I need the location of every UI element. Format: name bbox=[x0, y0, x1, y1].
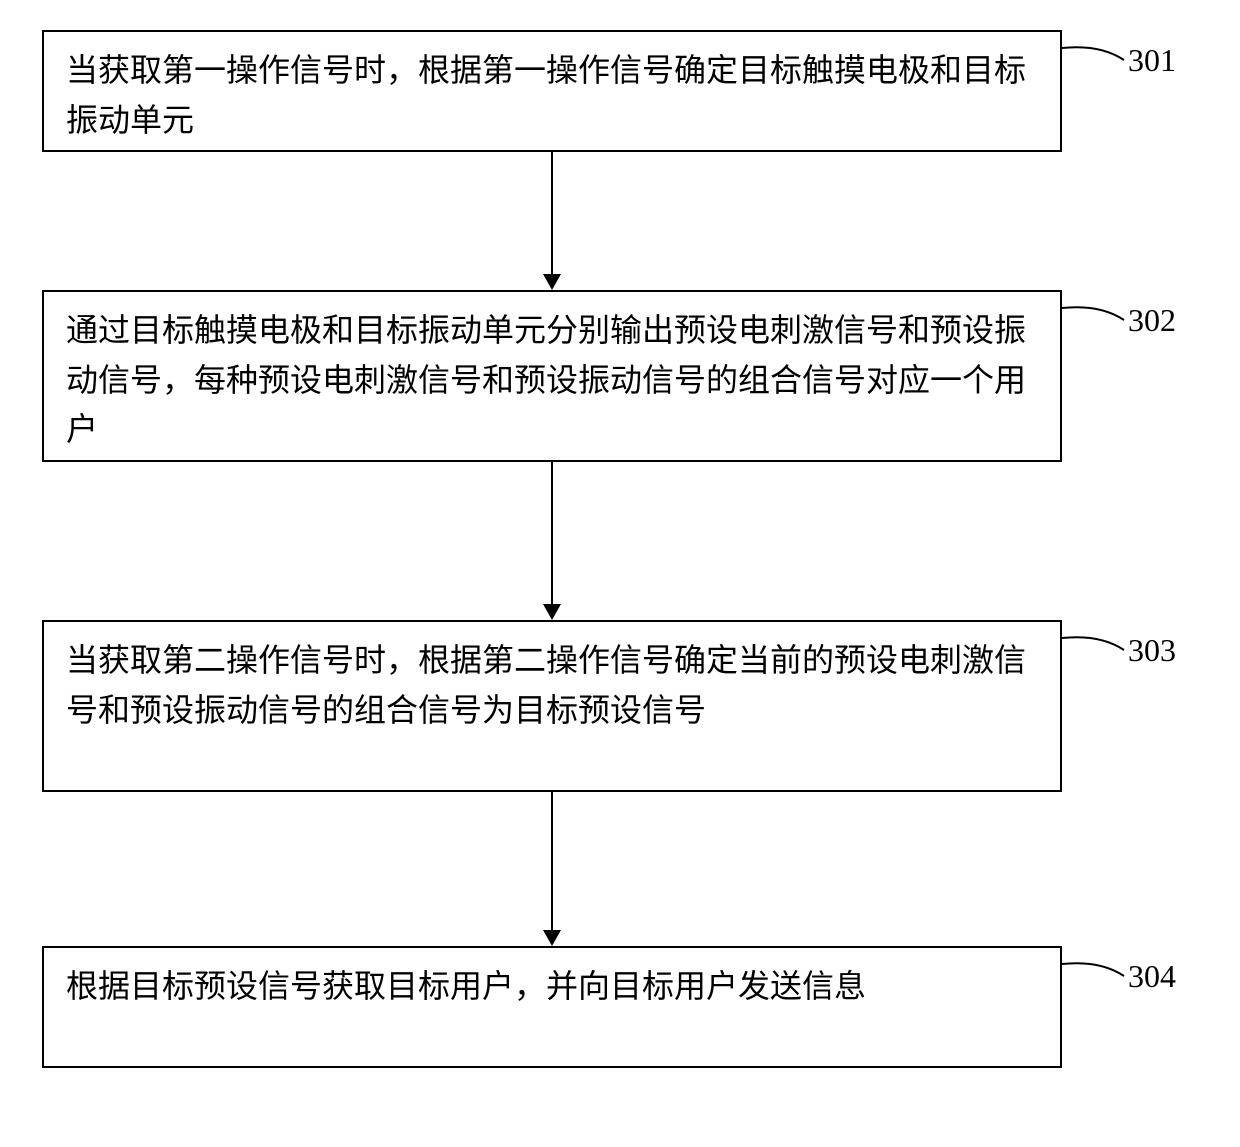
arrow-line bbox=[551, 462, 553, 606]
arrow-head-icon bbox=[543, 930, 561, 946]
arrow-line bbox=[551, 792, 553, 932]
step-text: 根据目标预设信号获取目标用户，并向目标用户发送信息 bbox=[66, 968, 866, 1004]
arrow-line bbox=[551, 152, 553, 276]
step-text: 通过目标触摸电极和目标振动单元分别输出预设电刺激信号和预设振动信号，每种预设电刺… bbox=[66, 312, 1026, 447]
step-label-n3: 303 bbox=[1128, 632, 1176, 669]
flowchart-canvas: 当获取第一操作信号时，根据第一操作信号确定目标触摸电极和目标振动单元 301 通过目… bbox=[0, 0, 1240, 1147]
step-text: 当获取第二操作信号时，根据第二操作信号确定当前的预设电刺激信号和预设振动信号的组… bbox=[66, 642, 1026, 728]
step-label-n2: 302 bbox=[1128, 302, 1176, 339]
flowchart-step-n2: 通过目标触摸电极和目标振动单元分别输出预设电刺激信号和预设振动信号，每种预设电刺… bbox=[42, 290, 1062, 462]
step-label-n4: 304 bbox=[1128, 958, 1176, 995]
flowchart-step-n3: 当获取第二操作信号时，根据第二操作信号确定当前的预设电刺激信号和预设振动信号的组… bbox=[42, 620, 1062, 792]
flowchart-step-n4: 根据目标预设信号获取目标用户，并向目标用户发送信息 bbox=[42, 946, 1062, 1068]
step-label-n1: 301 bbox=[1128, 42, 1176, 79]
arrow-head-icon bbox=[543, 604, 561, 620]
flowchart-step-n1: 当获取第一操作信号时，根据第一操作信号确定目标触摸电极和目标振动单元 bbox=[42, 30, 1062, 152]
step-text: 当获取第一操作信号时，根据第一操作信号确定目标触摸电极和目标振动单元 bbox=[66, 52, 1026, 138]
arrow-head-icon bbox=[543, 274, 561, 290]
